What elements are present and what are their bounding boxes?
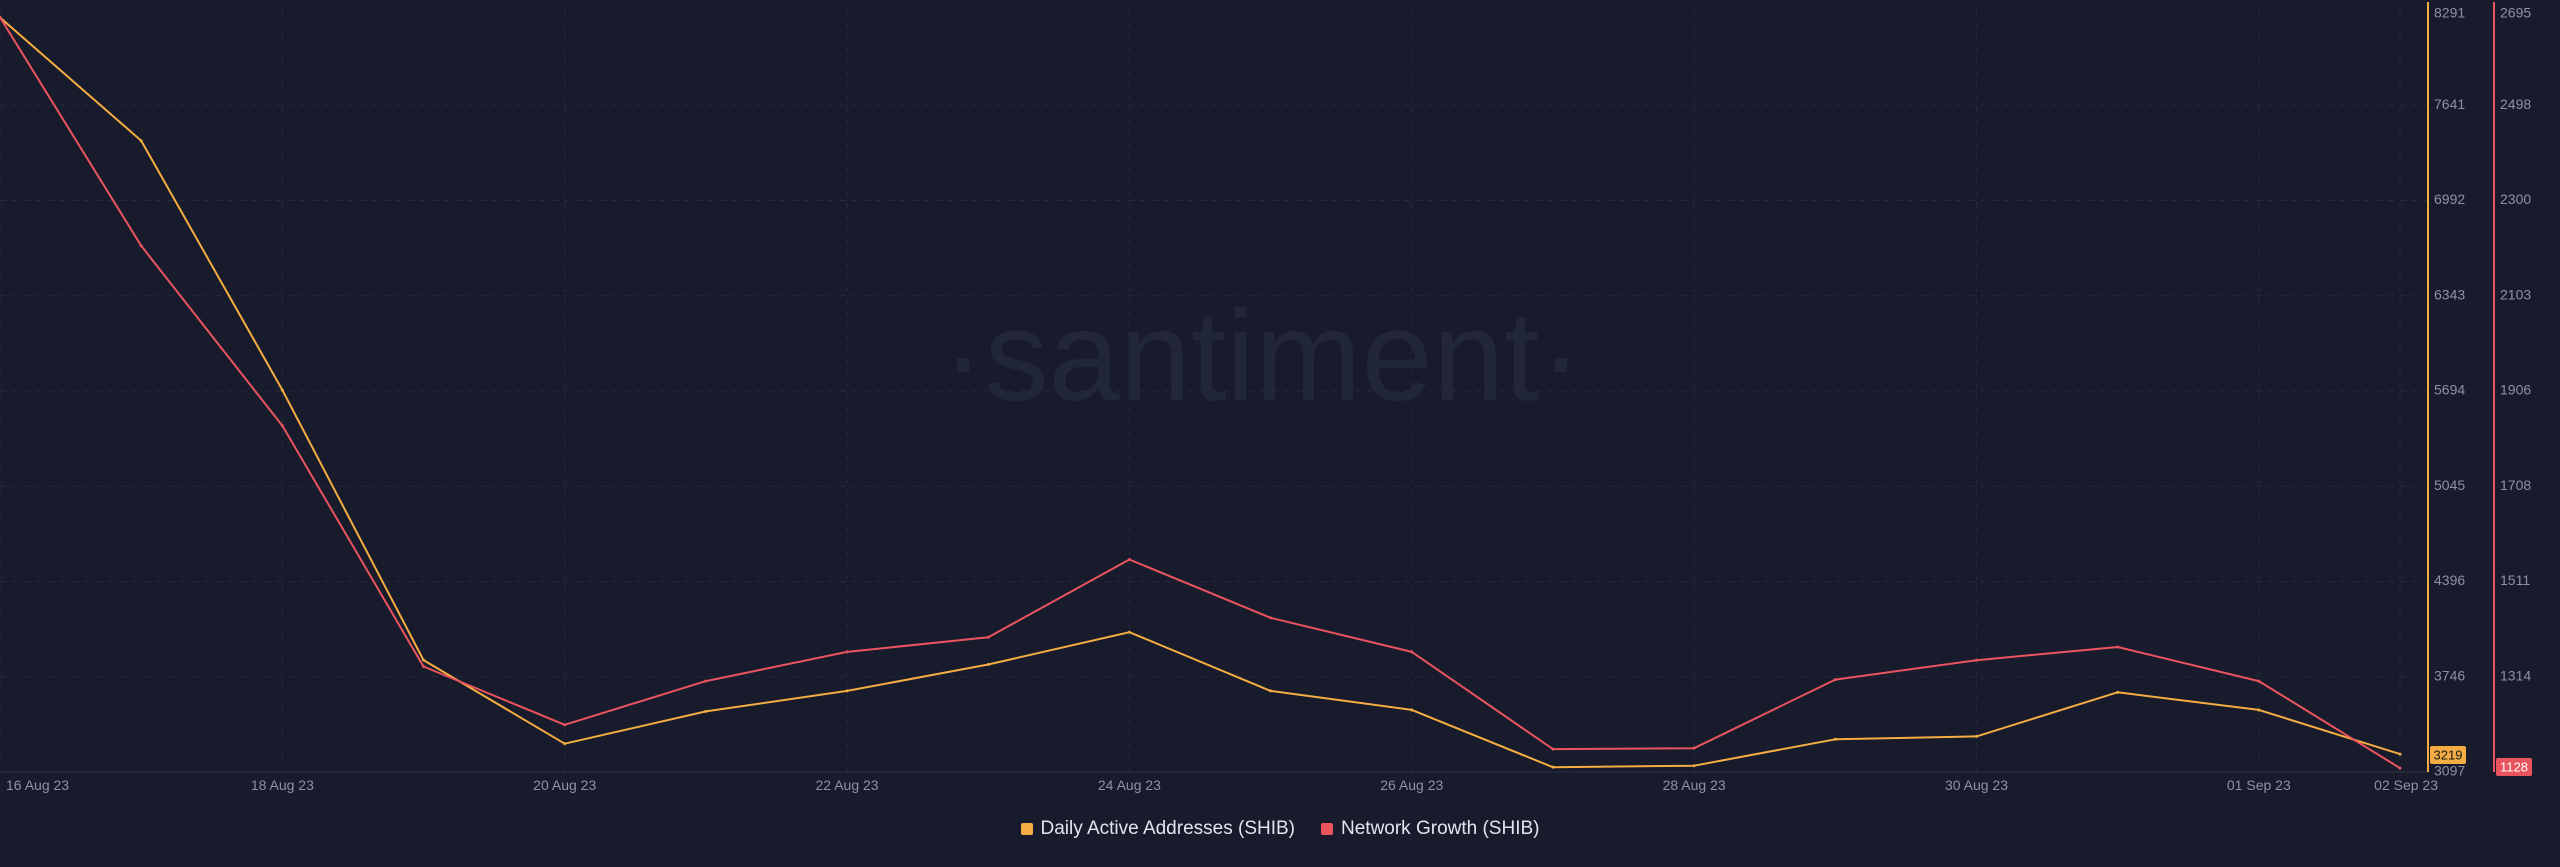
- data-point: [2116, 645, 2120, 649]
- data-point: [2398, 752, 2402, 756]
- grid-lines: [0, 10, 2428, 772]
- data-point: [2116, 690, 2120, 694]
- data-point: [0, 15, 2, 19]
- right-tick-label: 1708: [2500, 477, 2531, 493]
- x-tick-label: 26 Aug 23: [1380, 777, 1443, 793]
- last-value-label: 3219: [2434, 747, 2463, 762]
- x-axis-ticks: 16 Aug 23 18 Aug 23 20 Aug 23 22 Aug 23 24 A…: [6, 777, 2438, 793]
- data-point: [1410, 708, 1414, 712]
- legend-label-daily-active: Daily Active Addresses (SHIB): [1040, 818, 1295, 839]
- right-tick-label: 1314: [2500, 667, 2531, 683]
- series-line-daily-active-addresses-shib: [0, 16, 2401, 769]
- data-point: [1551, 765, 1555, 769]
- x-tick-label: 02 Sep 23: [2374, 777, 2438, 793]
- x-tick-label: 20 Aug 23: [533, 777, 596, 793]
- left-tick-label: 4396: [2434, 572, 2465, 588]
- data-point: [280, 388, 284, 392]
- data-point: [1974, 658, 1978, 662]
- x-tick-label: 18 Aug 23: [251, 777, 314, 793]
- right-tick-label: 2695: [2500, 5, 2531, 21]
- chart: ·santiment· 8291 7641 6992 6343 5694 5045 4396…: [0, 2, 2532, 793]
- right-tick-label: 1511: [2500, 572, 2530, 588]
- data-point: [1269, 616, 1273, 620]
- data-point: [1692, 746, 1696, 750]
- data-point: [1127, 557, 1131, 561]
- x-tick-label: 30 Aug 23: [1945, 777, 2008, 793]
- data-point: [280, 424, 284, 428]
- data-point: [563, 742, 567, 746]
- x-tick-label: 16 Aug 23: [6, 777, 69, 793]
- legend-label-network-growth: Network Growth (SHIB): [1341, 818, 1540, 839]
- data-point: [1269, 689, 1273, 693]
- left-tick-label: 5694: [2434, 382, 2465, 398]
- data-point: [1692, 764, 1696, 768]
- data-point: [845, 689, 849, 693]
- legend-swatch-network-growth: [1321, 823, 1333, 835]
- right-tick-label: 2103: [2500, 286, 2531, 302]
- left-axis-ticks: 8291 7641 6992 6343 5694 5045 4396 3746 3097: [2434, 5, 2465, 779]
- data-point: [704, 709, 708, 713]
- x-tick-label: 22 Aug 23: [816, 777, 879, 793]
- data-point: [1410, 650, 1414, 654]
- left-tick-label: 5045: [2434, 477, 2465, 493]
- last-value-badge: [2430, 746, 2466, 764]
- x-tick-label: 01 Sep 23: [2227, 777, 2291, 793]
- left-tick-label: 3746: [2434, 667, 2465, 683]
- data-point: [1833, 678, 1837, 682]
- data-point: [986, 662, 990, 666]
- data-point: [845, 650, 849, 654]
- last-value-badge: [2496, 758, 2532, 776]
- data-point: [2398, 766, 2402, 770]
- data-point: [704, 679, 708, 683]
- left-tick-label: 3097: [2434, 763, 2465, 779]
- data-point: [2257, 679, 2261, 683]
- data-point: [139, 244, 143, 248]
- left-tick-label: 6343: [2434, 286, 2465, 302]
- data-point: [422, 664, 426, 668]
- data-point: [563, 723, 567, 727]
- series-lines: [0, 15, 2402, 770]
- data-point: [986, 635, 990, 639]
- left-tick-label: 7641: [2434, 96, 2465, 112]
- data-point: [1551, 747, 1555, 751]
- data-point: [1127, 630, 1131, 634]
- right-axis-ticks: 2695 2498 2300 2103 1906 1708 1511 1314: [2500, 5, 2531, 684]
- data-point: [139, 139, 143, 143]
- left-tick-label: 8291: [2434, 5, 2465, 21]
- right-tick-label: 2498: [2500, 96, 2531, 112]
- left-tick-label: 6992: [2434, 191, 2465, 207]
- x-tick-label: 28 Aug 23: [1663, 777, 1726, 793]
- right-tick-label: 1906: [2500, 382, 2531, 398]
- series-line-network-growth-shib: [0, 16, 2401, 769]
- x-tick-label: 24 Aug 23: [1098, 777, 1161, 793]
- last-value-label: 1128: [2500, 759, 2528, 774]
- legend-swatch-daily-active: [1020, 823, 1033, 835]
- data-point: [1974, 734, 1978, 738]
- legend-item-daily-active-addresses[interactable]: Daily Active Addresses (SHIB): [1020, 818, 1295, 840]
- data-point: [2257, 708, 2261, 712]
- right-tick-label: 2300: [2500, 191, 2531, 207]
- legend: Daily Active Addresses (SHIB) Network Gr…: [0, 818, 2560, 840]
- last-value-badges: 3219 1128: [2430, 746, 2532, 776]
- santiment-watermark: ·santiment·: [942, 285, 1582, 428]
- data-point: [1833, 737, 1837, 741]
- data-point: [422, 658, 426, 662]
- legend-item-network-growth[interactable]: Network Growth (SHIB): [1321, 818, 1539, 840]
